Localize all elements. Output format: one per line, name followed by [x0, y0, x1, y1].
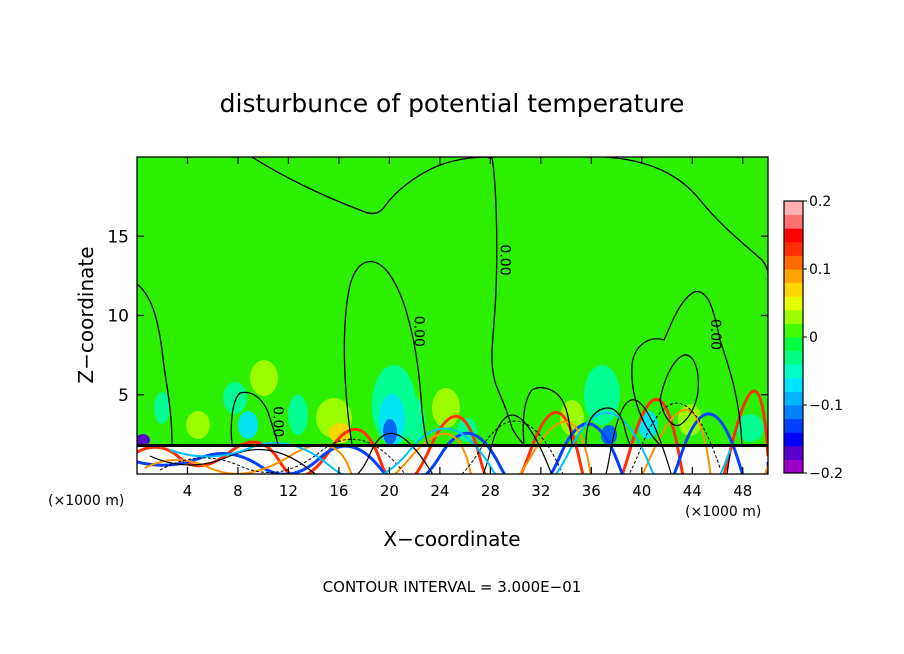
plot-area: [137, 157, 768, 474]
x-axis-label: X−coordinate: [383, 527, 520, 551]
colorbar-swatch: [784, 309, 803, 324]
x-unit-right: (×1000 m): [685, 504, 761, 520]
colorbar-tick-label: 0: [809, 330, 818, 346]
colorbar-tick-label: −0.2: [809, 466, 843, 482]
colorbar-swatch: [784, 350, 803, 365]
colorbar-swatch: [784, 432, 803, 447]
x-tick-label: 44: [683, 482, 702, 500]
contour-line: [585, 407, 631, 446]
x-axis: 4 8 12 16 20 24 28 32 36 40 44 48: [183, 157, 752, 500]
colorbar-swatch: [784, 405, 803, 420]
contour-line: [631, 290, 743, 446]
contour-label: 0.00: [496, 244, 512, 275]
contour-label: 0.00: [707, 319, 723, 350]
colorbar-swatch: [784, 296, 803, 311]
contour-label: 0.00: [269, 406, 285, 437]
contour-line: [522, 386, 573, 446]
colorbar-swatch: [784, 323, 803, 338]
colorbar-swatch: [784, 228, 803, 243]
colorbar-swatch: [784, 241, 803, 256]
colorbar-swatch: [784, 364, 803, 379]
x-tick-label: 4: [183, 482, 193, 500]
x-tick-label: 20: [380, 482, 399, 500]
chart-title: disturbunce of potential temperature: [220, 89, 685, 118]
colorbar-swatch: [784, 391, 803, 406]
x-tick-label: 36: [582, 482, 601, 500]
colorbar-swatch: [784, 214, 803, 229]
colorbar-tick-label: 0.1: [809, 262, 831, 278]
x-tick-label: 28: [481, 482, 500, 500]
colorbar-tick-label: 0.2: [809, 194, 831, 210]
x-tick-label: 40: [632, 482, 651, 500]
y-axis: 5 10 15: [107, 227, 768, 406]
boundary-layer: [137, 389, 768, 474]
x-unit-left: (×1000 m): [48, 493, 124, 509]
contour-line: [604, 157, 768, 276]
contour-label: 0.00: [411, 316, 427, 347]
colorbar-swatch: [784, 282, 803, 297]
contour-labels: 0.00 0.00 0.00 0.00: [269, 244, 723, 437]
contour-line: [251, 157, 525, 446]
x-tick-label: 8: [233, 482, 243, 500]
x-tick-label: 32: [531, 482, 550, 500]
contour-interval-text: CONTOUR INTERVAL = 3.000E−01: [323, 578, 582, 596]
colorbar-swatch: [784, 269, 803, 284]
y-axis-label: Z−coordinate: [74, 246, 98, 383]
x-tick-label: 16: [329, 482, 348, 500]
colorbar-swatch: [784, 418, 803, 433]
y-tick-label: 10: [107, 307, 129, 327]
colorbar-swatch: [784, 445, 803, 460]
y-tick-label: 5: [118, 386, 129, 406]
x-tick-label: 48: [733, 482, 752, 500]
colorbar-tick-label: −0.1: [809, 398, 843, 414]
colorbar-swatch: [784, 459, 803, 474]
contour-line: [343, 260, 429, 446]
contour-line: [137, 283, 173, 446]
colorbar-swatch: [784, 201, 803, 216]
x-tick-label: 24: [430, 482, 449, 500]
colorbar: 0.2 0.1 0 −0.1 −0.2: [783, 194, 843, 482]
x-tick-label: 12: [279, 482, 298, 500]
y-tick-label: 15: [107, 227, 129, 247]
contour-line: [659, 354, 700, 427]
colorbar-swatch: [784, 255, 803, 270]
colorbar-swatch: [784, 377, 803, 392]
contour-line: [230, 391, 279, 446]
colorbar-swatch: [784, 337, 803, 352]
contour-lines: [137, 157, 768, 446]
